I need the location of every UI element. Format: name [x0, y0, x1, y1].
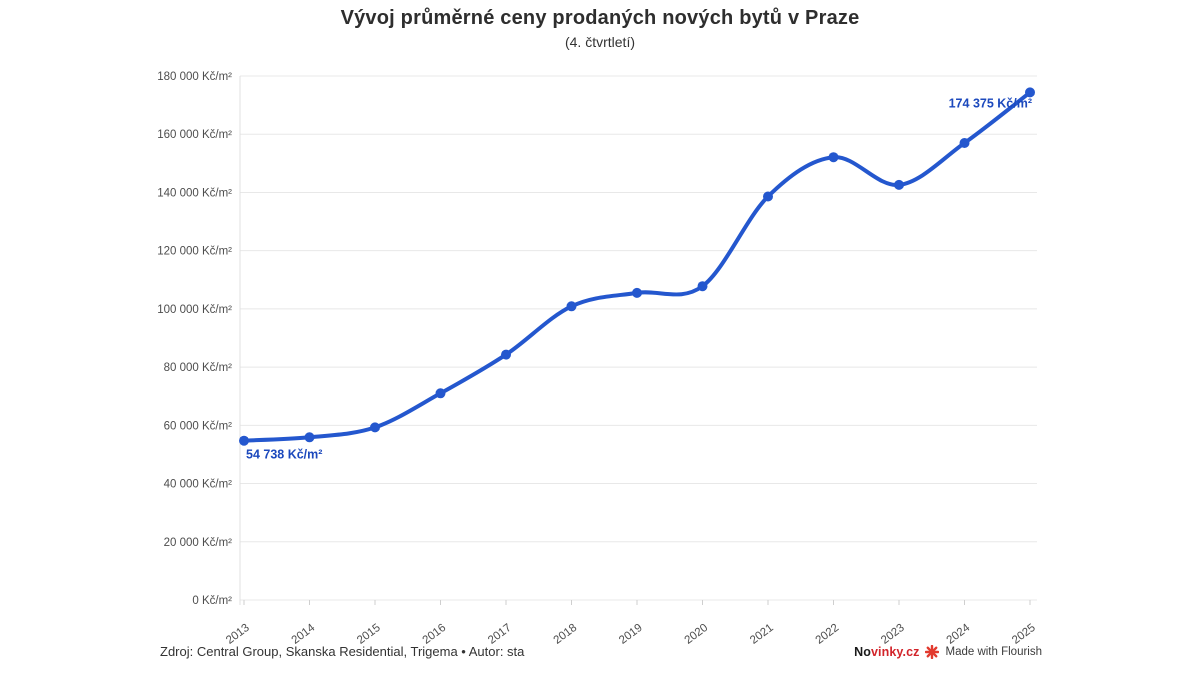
- source-credit: Zdroj: Central Group, Skanska Residentia…: [160, 644, 525, 659]
- flourish-burst-ray: [932, 651, 938, 657]
- y-axis-label: 180 000 Kč/m²: [157, 71, 232, 83]
- data-point: [697, 281, 708, 292]
- data-point: [828, 152, 839, 163]
- data-point: [239, 435, 249, 446]
- chart-title: Vývoj průměrné ceny prodaných nových byt…: [340, 7, 860, 29]
- novinky-logo-suffix: vinky.cz: [870, 644, 920, 659]
- data-point: [959, 138, 970, 148]
- flourish-burst-ray: [927, 646, 933, 652]
- chart-header: Vývoj průměrné ceny prodaných nových byt…: [0, 7, 1200, 50]
- footer-brand: Novinky.cz Made with Flourish: [854, 644, 1042, 659]
- data-point: [304, 432, 315, 443]
- data-point: [1025, 87, 1035, 98]
- flourish-burst-center: [930, 649, 935, 654]
- price-line: [242, 90, 1032, 443]
- y-axis-label: 140 000 Kč/m²: [157, 187, 232, 199]
- flourish-burst-icon: [925, 644, 940, 659]
- data-point: [501, 349, 511, 360]
- novinky-logo-link[interactable]: Novinky.cz: [854, 645, 919, 659]
- data-point: [894, 179, 904, 190]
- flourish-burst-glyph: [925, 644, 940, 659]
- y-axis-label: 120 000 Kč/m²: [157, 246, 232, 258]
- data-point: [370, 422, 380, 433]
- y-axis-label: 20 000 Kč/m²: [164, 537, 233, 549]
- flourish-burst-ray: [932, 646, 938, 652]
- y-axis-label: 80 000 Kč/m²: [164, 362, 233, 374]
- data-point: [435, 388, 446, 399]
- chart-footer: Zdroj: Central Group, Skanska Residentia…: [0, 644, 1200, 659]
- data-point: [566, 301, 577, 312]
- y-axis-label: 40 000 Kč/m²: [164, 479, 233, 491]
- y-axis-label: 0 Kč/m²: [192, 595, 232, 607]
- x-axis-label: 2024: [945, 621, 973, 646]
- chart-subtitle: (4. čtvrtletí): [564, 34, 635, 50]
- flourish-burst-ray: [927, 651, 933, 657]
- y-axis-label: 60 000 Kč/m²: [164, 420, 233, 432]
- y-axis-label: 160 000 Kč/m²: [157, 129, 232, 141]
- novinky-logo-prefix: No: [854, 644, 871, 659]
- first-value-label: 54 738 Kč/m²: [246, 448, 322, 462]
- last-value-label: 174 375 Kč/m²: [949, 96, 1032, 110]
- x-axis-label: 2014: [290, 621, 318, 646]
- y-axis-label: 100 000 Kč/m²: [157, 304, 232, 316]
- data-point: [632, 287, 642, 298]
- data-point: [763, 191, 773, 202]
- made-with-flourish-link[interactable]: Made with Flourish: [945, 645, 1042, 658]
